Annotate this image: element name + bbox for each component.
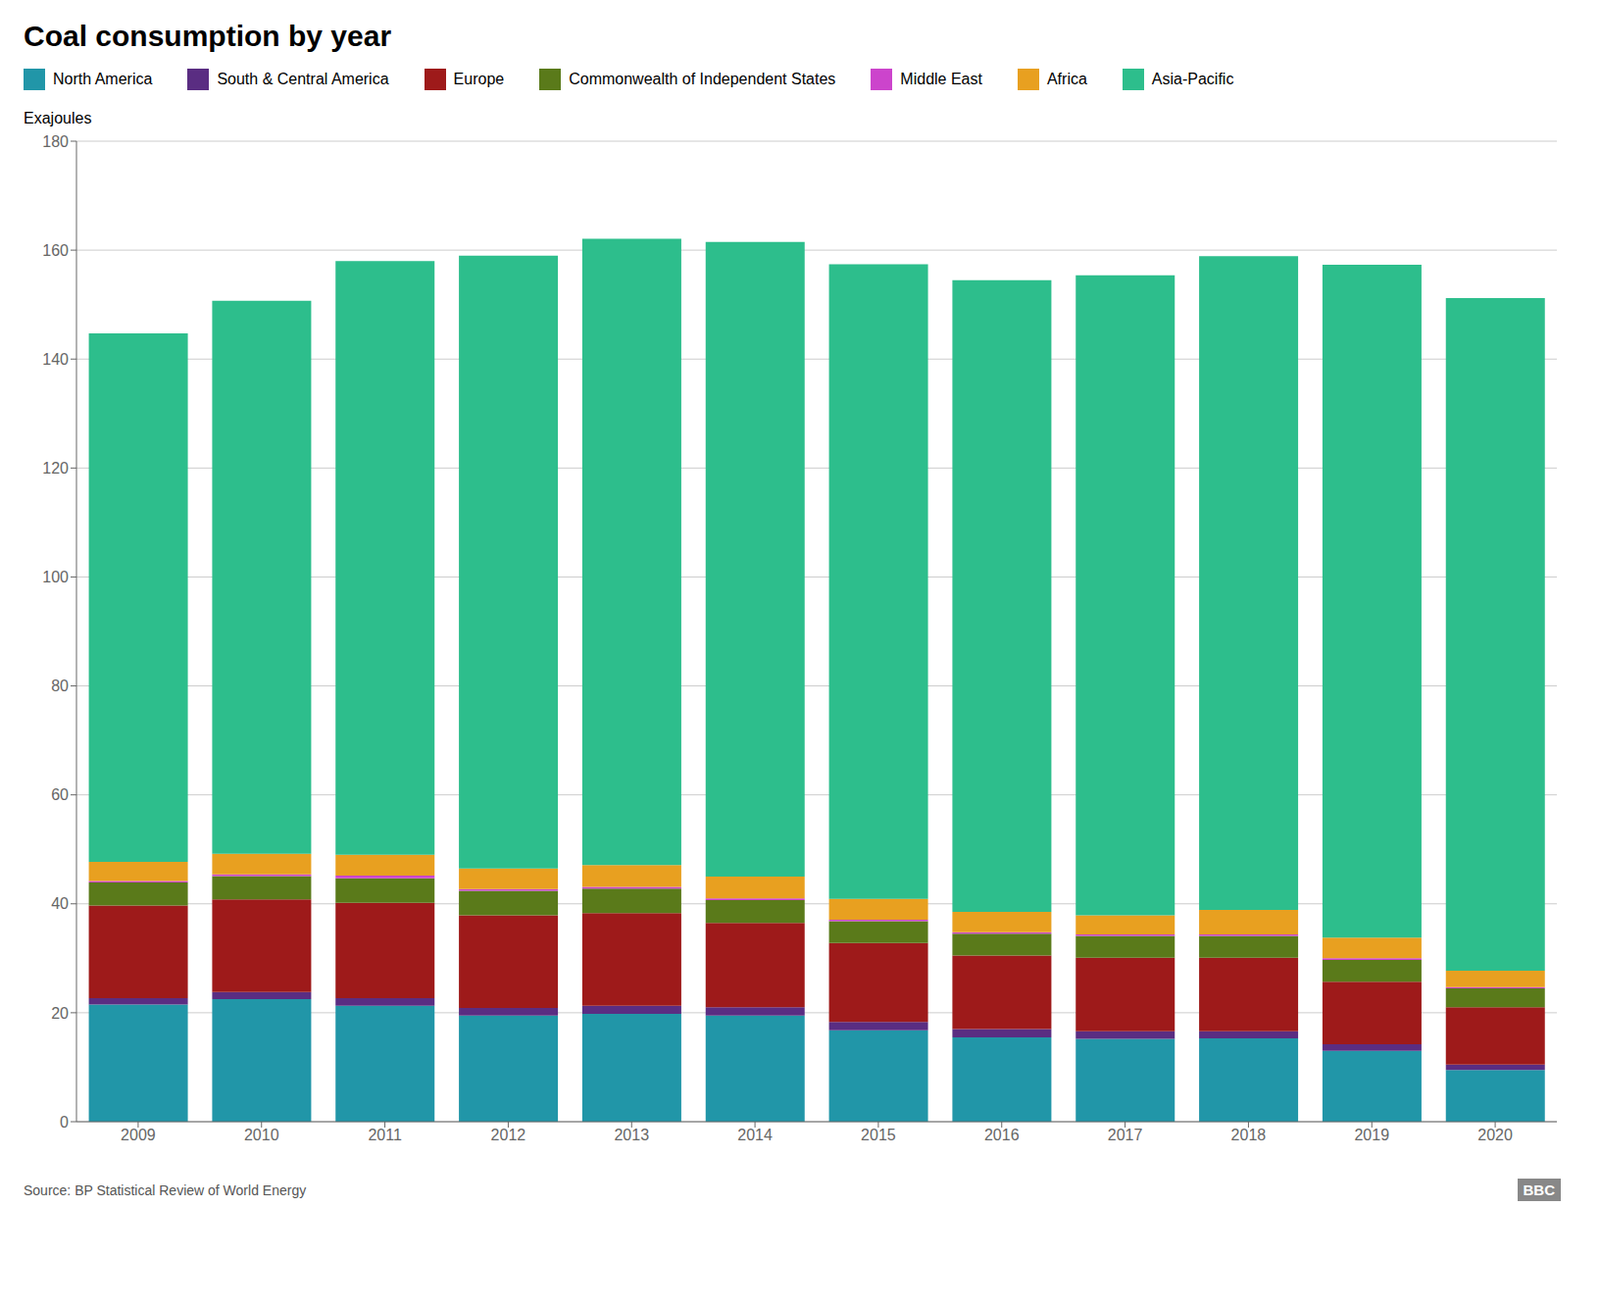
svg-text:2014: 2014 (737, 1126, 773, 1144)
svg-text:2016: 2016 (984, 1126, 1020, 1144)
svg-text:2019: 2019 (1353, 1126, 1390, 1144)
html-text:Commonwealth of Independent St: Commonwealth of Independent States (568, 70, 836, 88)
html-text:Asia-Pacific: Asia-Pacific (1151, 70, 1234, 88)
svg-text:20: 20 (50, 1004, 69, 1022)
html-text:Europe: Europe (453, 70, 505, 88)
svg-text:2017: 2017 (1107, 1126, 1144, 1144)
html-text:Middle East: Middle East (900, 70, 983, 88)
svg-text:40: 40 (50, 895, 69, 912)
html-text:Source: BP Statistical Review: Source: BP Statistical Review of World E… (23, 1181, 307, 1198)
svg-text:2009: 2009 (120, 1126, 156, 1144)
svg-text:2011: 2011 (367, 1126, 402, 1144)
html-text:BBC: BBC (1523, 1181, 1555, 1199)
html-text:Africa: Africa (1046, 70, 1088, 88)
svg-text:100: 100 (42, 568, 69, 586)
svg-text:2013: 2013 (613, 1126, 650, 1144)
svg-text:80: 80 (50, 677, 69, 695)
svg-text:120: 120 (42, 459, 69, 477)
svg-text:2020: 2020 (1477, 1126, 1513, 1144)
svg-text:2010: 2010 (244, 1126, 280, 1144)
html-text:South & Central America: South & Central America (217, 70, 389, 88)
html-text:Coal consumption by year: Coal consumption by year (23, 19, 392, 52)
svg-text:2015: 2015 (860, 1126, 897, 1144)
html-text:North America: North America (52, 70, 153, 88)
svg-text:2018: 2018 (1231, 1126, 1267, 1144)
svg-text:60: 60 (50, 786, 69, 803)
svg-text:0: 0 (59, 1113, 69, 1131)
html-text:Exajoules: Exajoules (23, 109, 92, 127)
svg-text:2012: 2012 (491, 1126, 527, 1144)
svg-text:180: 180 (42, 133, 69, 150)
svg-text:140: 140 (42, 350, 69, 368)
svg-text:160: 160 (42, 242, 69, 259)
